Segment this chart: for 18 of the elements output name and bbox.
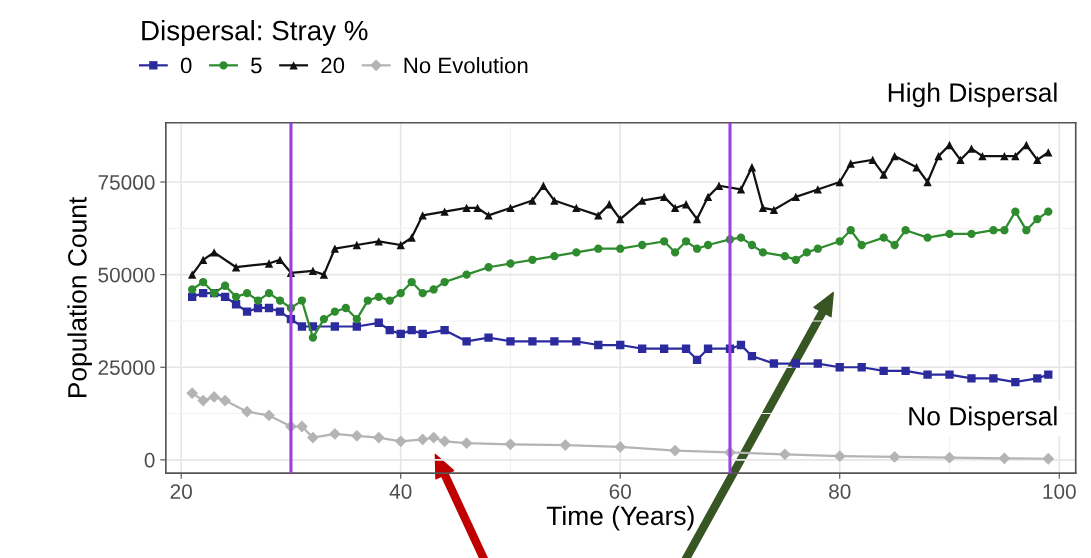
legend-label: No Evolution <box>404 57 528 74</box>
x-tick-label: 60 <box>609 484 631 499</box>
y-tick-label: 75000 <box>98 175 155 190</box>
y-tick-label: 25000 <box>98 360 155 375</box>
annotation: No Dispersal <box>909 406 1057 431</box>
legend-label: 0 <box>180 57 192 74</box>
x-tick-label: 80 <box>829 484 851 499</box>
legend-title: Dispersal: Stray % <box>142 20 368 46</box>
x-tick-label: 100 <box>1043 484 1076 499</box>
text: High Dispersal <box>888 82 1057 108</box>
y-axis-title: Population Count <box>67 196 92 398</box>
x-tick-label: 20 <box>170 484 192 499</box>
y-tick-label: 50000 <box>98 267 155 283</box>
legend-label: 5 <box>251 57 262 74</box>
legend-label: 20 <box>321 57 345 74</box>
x-tick-label: 40 <box>389 484 412 499</box>
x-axis-title: Time (Years) <box>546 505 694 531</box>
y-tick-label: 0 <box>144 452 155 468</box>
